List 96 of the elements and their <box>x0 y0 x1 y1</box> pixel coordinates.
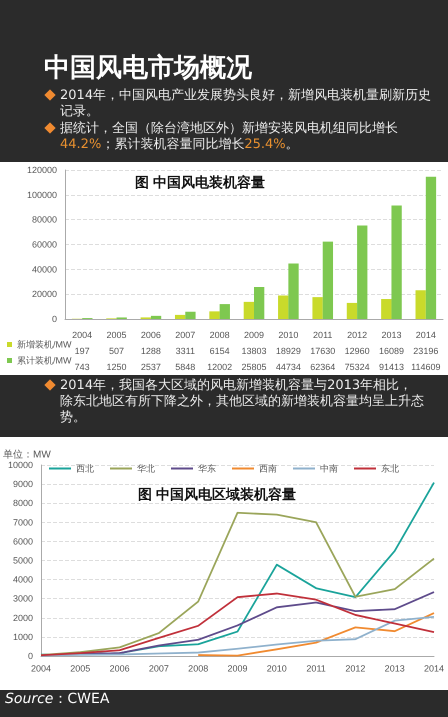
x-tick-label: 2004 <box>30 664 52 674</box>
bar <box>278 295 288 319</box>
legend-label: 华东 <box>198 464 216 474</box>
legend-label: 东北 <box>381 464 399 474</box>
text: 据统计，全国（除台湾地区外）新增安装风电机组同比增长44.2%；累计装机容量同比增长25.4%。 <box>59 121 399 153</box>
x-tick-label: 2010 <box>278 330 298 340</box>
y-tick-label: 3000 <box>12 594 33 604</box>
legend-label: 累计装机/MW <box>17 356 72 366</box>
data-label: 12960 <box>344 346 370 356</box>
y-tick-label: 100000 <box>26 190 57 200</box>
x-tick-label: 2004 <box>72 330 92 340</box>
data-label: 197 <box>74 346 90 356</box>
bar <box>185 312 196 319</box>
data-label: 18929 <box>276 346 301 356</box>
x-tick-label: 2010 <box>266 664 287 674</box>
y-tick-label: 8000 <box>12 498 33 508</box>
x-tick-label: 2007 <box>148 664 169 674</box>
bar <box>254 286 264 319</box>
y-tick-label: 5000 <box>12 556 33 566</box>
data-label: 17630 <box>310 346 336 356</box>
data-label: 91413 <box>378 362 404 372</box>
y-axis-title: 单位：MW <box>3 448 52 460</box>
bar <box>357 225 368 319</box>
y-tick-label: 6000 <box>12 536 33 546</box>
y-tick-label: 120000 <box>26 165 57 175</box>
text: 图 中国风电区域装机容量 <box>138 486 296 502</box>
legend-label: 中南 <box>320 464 338 474</box>
y-tick-label: 40000 <box>32 264 57 274</box>
data-label: 75324 <box>344 362 370 372</box>
bar <box>416 290 426 319</box>
y-tick-label: 1000 <box>12 632 33 642</box>
bar <box>391 205 402 319</box>
chart-title: 图 中国风电装机容量 <box>135 174 265 190</box>
bar <box>244 302 254 319</box>
y-tick-label: 80000 <box>32 214 57 225</box>
x-tick-label: 2009 <box>227 664 248 674</box>
y-tick-label: 9000 <box>12 479 33 490</box>
legend-label: 西南 <box>259 464 277 474</box>
x-tick-label: 2014 <box>416 330 436 340</box>
data-label: 1250 <box>106 362 127 372</box>
x-tick-label: 2011 <box>306 664 326 674</box>
text: 2014年，我国各大区域的风电新增装机容量与2013年相比，除东北地区有所下降之外，其他区域的新增装机容量均呈上升态势。 <box>59 378 424 426</box>
x-tick-label: 2008 <box>210 330 230 340</box>
y-tick-label: 60000 <box>32 240 57 250</box>
data-label: 5848 <box>175 362 196 372</box>
data-label: 13803 <box>241 346 267 356</box>
bar <box>288 263 299 319</box>
y-tick-label: 4000 <box>12 574 33 585</box>
data-label: 507 <box>109 346 124 356</box>
data-label: 3311 <box>176 346 195 356</box>
x-tick-label: 2008 <box>188 664 208 674</box>
bar <box>174 314 186 319</box>
bar <box>220 304 230 319</box>
y-tick-label: 2000 <box>12 612 33 623</box>
data-label: 114609 <box>411 362 441 372</box>
x-tick-label: 2005 <box>70 664 90 674</box>
bar <box>150 316 162 319</box>
data-label: 62364 <box>310 362 336 372</box>
bar <box>381 299 392 319</box>
x-tick-label: 2006 <box>110 664 130 674</box>
y-tick-label: 0 <box>52 314 57 324</box>
y-tick-label: 7000 <box>12 517 33 528</box>
data-label: 2537 <box>140 362 161 372</box>
bar <box>426 176 436 319</box>
x-tick-label: 2014 <box>424 664 444 674</box>
x-tick-label: 2012 <box>345 664 366 674</box>
data-label: 12002 <box>207 362 232 372</box>
source-note: Source：CWEA <box>5 690 110 708</box>
data-label: 1288 <box>140 346 161 356</box>
x-tick-label: 2011 <box>313 330 332 340</box>
legend-label: 华北 <box>137 464 155 474</box>
data-label: 23196 <box>413 346 438 356</box>
data-label: 6154 <box>210 346 230 356</box>
y-tick-label: 0 <box>28 651 33 661</box>
text: 2014年，中国风电产业发展势头良好，新增风电装机量刷新历史记录。 <box>59 88 432 120</box>
x-tick-label: 2006 <box>140 330 161 340</box>
bar <box>346 302 358 319</box>
text: 中国风电市场概况 <box>44 52 252 85</box>
data-label: 743 <box>74 362 90 372</box>
x-tick-label: 2007 <box>175 330 196 340</box>
x-tick-label: 2012 <box>347 330 368 340</box>
y-tick-label: 20000 <box>32 289 57 300</box>
bar <box>322 242 334 319</box>
data-label: 44734 <box>276 362 301 372</box>
x-tick-label: 2013 <box>384 664 405 674</box>
x-tick-label: 2013 <box>381 330 402 340</box>
data-label: 25805 <box>241 362 267 372</box>
bar <box>209 311 220 319</box>
bar <box>312 297 323 319</box>
legend-label: 新增装机/MW <box>17 340 72 350</box>
legend-label: 西北 <box>76 464 94 474</box>
y-tick-label: 10000 <box>8 460 33 470</box>
x-tick-label: 2005 <box>106 330 127 340</box>
data-label: 16089 <box>378 346 404 356</box>
x-tick-label: 2009 <box>244 330 264 340</box>
line-series <box>197 612 435 657</box>
